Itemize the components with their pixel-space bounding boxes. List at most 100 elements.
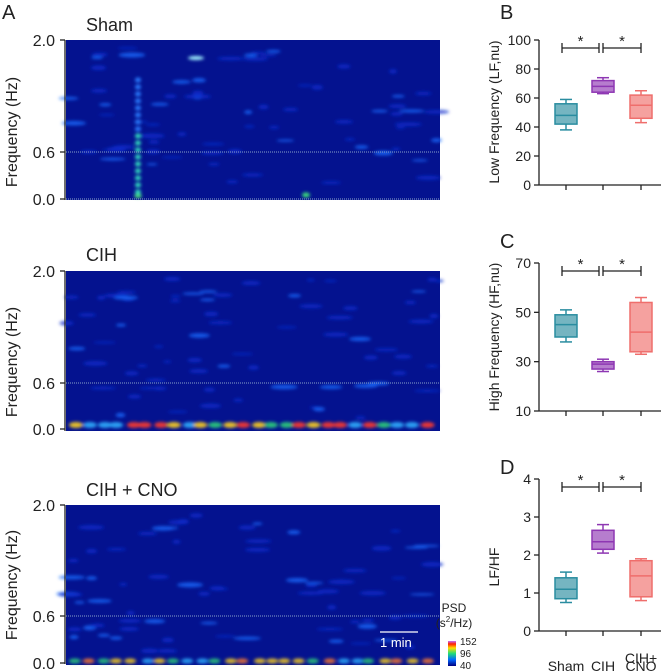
spectral-streak <box>276 139 295 142</box>
spectral-peak <box>135 77 141 83</box>
spectral-streak <box>344 138 356 141</box>
y-tick-label: 0 <box>523 623 531 639</box>
spectral-streak <box>425 364 439 368</box>
spectral-hotspot <box>196 658 209 664</box>
spectral-streak <box>391 370 407 376</box>
spectral-streak <box>226 180 239 184</box>
spectral-hotspot <box>97 658 110 664</box>
spectral-peak <box>302 192 310 198</box>
spectral-hotspot <box>379 658 392 664</box>
spectral-streak <box>97 295 106 300</box>
spectral-streak <box>282 107 299 112</box>
spectral-hotspot <box>68 422 83 428</box>
spectral-peak <box>188 56 204 60</box>
significance-bracket: * <box>561 472 600 492</box>
spectral-hotspot <box>348 422 363 428</box>
box-sham <box>554 571 578 604</box>
spectral-streak <box>200 621 218 625</box>
box-cih <box>591 523 615 554</box>
spectral-streak <box>353 383 378 388</box>
spectral-hotspot <box>154 422 169 428</box>
y-tick-label: 0.0 <box>33 422 55 439</box>
spectral-streak <box>58 575 86 580</box>
spectral-streak <box>321 181 342 185</box>
spectral-streak <box>156 649 178 653</box>
spectral-hotspot <box>406 658 419 664</box>
colorbar-unit: (s2/Hz) <box>436 615 472 630</box>
spectral-streak <box>161 637 174 643</box>
spectral-streak <box>423 109 450 114</box>
spectral-hotspot <box>141 658 154 664</box>
spectral-hotspot <box>253 658 266 664</box>
significance-star: * <box>578 472 584 489</box>
y-tick-label: 60 <box>515 90 531 106</box>
y-tick-label: 30 <box>515 354 531 370</box>
spectral-streak <box>119 626 140 632</box>
scale-bar-label: 1 min <box>380 635 412 650</box>
spectral-streak <box>208 162 220 166</box>
spectral-streak <box>115 323 127 327</box>
spectral-streak <box>259 54 277 57</box>
spectral-streak <box>250 51 267 55</box>
significance-bracket: * <box>602 256 642 276</box>
spectral-peak <box>135 133 141 139</box>
spectral-streak <box>334 119 354 124</box>
spectral-peak <box>135 105 141 111</box>
spectral-streak <box>161 156 183 159</box>
spectral-streak <box>64 295 79 299</box>
y-tick-label: 2.0 <box>33 498 55 515</box>
box-iqr <box>554 577 578 600</box>
spectral-streak <box>97 633 111 637</box>
spectral-streak <box>354 145 369 149</box>
spectral-streak <box>199 298 216 302</box>
spectral-streak <box>285 577 309 583</box>
spectral-hotspot <box>362 658 375 664</box>
y-axis-label: LF/HF <box>486 548 502 587</box>
significance-bracket: * <box>561 33 600 53</box>
spectral-streak <box>117 46 138 50</box>
y-tick-label: 2 <box>523 547 531 563</box>
spectral-hotspot <box>323 658 336 664</box>
boxplot-lf-hf-ratio: LF/HF Sham CIH CIH+ CNO 0 1 2 3 4 * * <box>486 471 661 671</box>
spectral-hotspot <box>166 422 181 428</box>
spectral-hotspot <box>182 422 197 428</box>
spectral-streak <box>109 636 123 640</box>
spectral-streak <box>409 593 435 596</box>
spectral-streak <box>167 410 188 414</box>
spectral-streak <box>58 96 79 101</box>
spectrogram-features <box>59 276 444 428</box>
spectral-hotspot <box>351 658 364 664</box>
spectral-peak <box>135 119 141 125</box>
significance-bracket: * <box>602 33 642 53</box>
spectral-streak <box>90 88 108 93</box>
spectral-streak <box>113 295 139 300</box>
spectrogram-cih: CIH 2.0 0.6 0.0 Frequency (Hz) <box>4 245 444 439</box>
spectral-streak <box>169 299 181 303</box>
box-cih-cno <box>629 90 653 124</box>
spectral-hotspot <box>333 422 348 428</box>
spectral-hotspot <box>279 422 294 428</box>
box-cih-cno <box>629 558 653 602</box>
spectral-streak <box>276 326 298 329</box>
spectral-streak <box>287 293 302 298</box>
spectral-streak <box>359 590 386 596</box>
spectral-streak <box>106 146 127 152</box>
y-tick-label: 0.6 <box>33 609 55 626</box>
spectral-streak <box>118 52 146 58</box>
spectral-streak <box>116 290 137 294</box>
spectral-streak <box>241 281 261 286</box>
significance-star: * <box>619 256 625 273</box>
spectral-streak <box>106 547 127 551</box>
y-tick-label: 0 <box>523 177 531 193</box>
spectral-peak <box>135 84 141 90</box>
spectral-streak <box>209 586 225 591</box>
y-tick-label: 10 <box>515 403 531 419</box>
spectral-streak <box>342 306 358 311</box>
spectral-streak <box>391 94 405 98</box>
box-cih-cno <box>629 296 653 356</box>
spectral-streak <box>163 360 172 364</box>
spectral-streak <box>198 290 218 294</box>
spectral-streak <box>67 558 79 563</box>
box-cih <box>591 76 615 95</box>
spectral-streak <box>91 52 108 57</box>
